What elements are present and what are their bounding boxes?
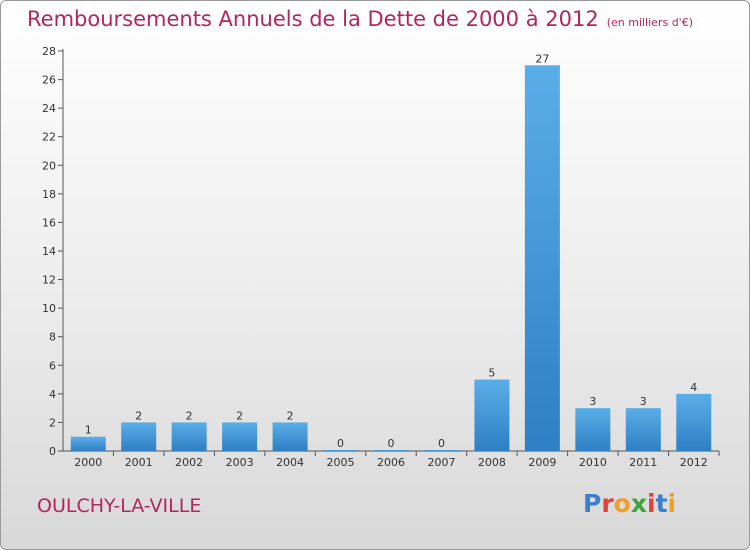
x-tick-label: 2011 [629,456,657,469]
x-tick-label: 2012 [680,456,708,469]
bar-2009 [524,65,560,452]
brand-logo: Proxiti [583,489,676,518]
y-tick-label: 26 [42,74,56,87]
data-label-2001: 2 [135,409,142,422]
data-label-2005: 0 [337,437,344,450]
place-name: OULCHY-LA-VILLE [37,495,202,517]
data-label-2012: 4 [690,381,697,394]
y-tick-label: 6 [49,359,56,372]
x-tick-label: 2003 [226,456,254,469]
x-tick-label: 2009 [528,456,556,469]
x-tick-label: 2004 [276,456,304,469]
bar-2001 [121,422,157,451]
x-tick-label: 2001 [125,456,153,469]
data-label-2011: 3 [640,395,647,408]
brand-letter: o [613,489,631,518]
data-label-2000: 1 [85,424,92,437]
y-tick-label: 10 [42,302,56,315]
y-tick-label: 2 [49,416,56,429]
y-tick-label: 22 [42,131,56,144]
bar-2008 [474,379,510,451]
bar-2010 [575,408,611,451]
data-label-2007: 0 [438,437,445,450]
x-tick-label: 2000 [74,456,102,469]
chart-title: Remboursements Annuels de la Dette de 20… [27,7,693,31]
data-label-2009: 27 [535,52,549,65]
data-label-2004: 2 [287,409,294,422]
data-labels: 1 2 2 2 2 0 0 0 5 27 3 3 4 [85,52,698,450]
bar-2006 [373,450,409,451]
y-tick-label: 24 [42,102,56,115]
bars [70,65,712,452]
x-tick-label: 2006 [377,456,405,469]
x-tick-label: 2007 [427,456,455,469]
bar-2005 [323,450,359,451]
bar-2000 [70,436,106,451]
y-tick-label: 14 [42,245,56,258]
y-tick-label: 4 [49,388,56,401]
y-tick-label: 16 [42,216,56,229]
brand-letter: r [601,489,614,518]
bar-2003 [222,422,258,451]
brand-letter: t [655,489,668,518]
data-label-2002: 2 [186,409,193,422]
data-label-2010: 3 [589,395,596,408]
data-label-2003: 2 [236,409,243,422]
data-label-2008: 5 [488,367,495,380]
chart-title-text: Remboursements Annuels de la Dette de 20… [27,7,599,31]
y-tick-label: 8 [49,331,56,344]
bar-2004 [272,422,308,451]
y-tick-label: 12 [42,274,56,287]
y-tick-label: 18 [42,188,56,201]
y-tick-label: 0 [49,445,56,458]
bar-2011 [625,408,661,451]
brand-letter: i [647,489,656,518]
data-label-2006: 0 [388,437,395,450]
brand-letter: x [630,489,647,518]
bar-2002 [171,422,207,451]
x-tick-label: 2008 [478,456,506,469]
x-tick-label: 2002 [175,456,203,469]
x-tick-label: 2010 [579,456,607,469]
bar-2007 [423,450,459,451]
bar-2012 [676,393,712,451]
chart-unit: (en milliers d'€) [606,16,693,29]
brand-letter: P [583,489,602,518]
y-tick-label: 20 [42,159,56,172]
y-tick-label: 28 [42,45,56,58]
brand-letter: i [667,489,677,518]
x-tick-label: 2005 [327,456,355,469]
